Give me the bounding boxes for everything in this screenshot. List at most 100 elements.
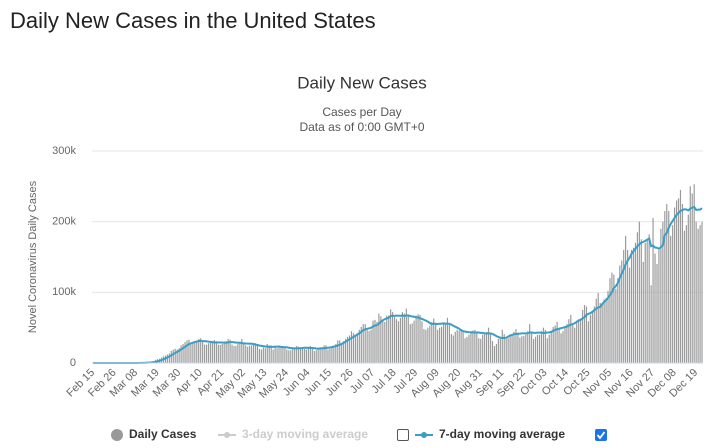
- bar: [247, 346, 249, 363]
- bar: [636, 232, 638, 363]
- bar: [534, 336, 537, 363]
- bar: [681, 204, 684, 363]
- bar: [497, 338, 499, 363]
- bar: [513, 331, 515, 363]
- bar: [619, 265, 621, 363]
- bar: [307, 348, 309, 363]
- bar: [564, 327, 566, 363]
- checkbox[interactable]: [397, 429, 409, 441]
- bar: [333, 345, 335, 363]
- bar: [628, 267, 631, 363]
- legend-label[interactable]: 7-day moving average: [439, 427, 565, 441]
- y-axis-title: Novel Coronavirus Daily Cases: [27, 180, 39, 333]
- bar: [229, 339, 231, 363]
- bar: [235, 345, 237, 363]
- bar: [578, 319, 580, 363]
- bar: [484, 334, 486, 363]
- bar: [207, 343, 210, 363]
- bar: [683, 230, 685, 363]
- bar: [525, 334, 527, 363]
- bar: [658, 249, 660, 363]
- bar: [331, 346, 333, 363]
- y-tick-label: 100k: [52, 286, 76, 298]
- bar: [699, 225, 701, 363]
- bar: [245, 345, 247, 363]
- legend-label[interactable]: 3-day moving average: [242, 427, 368, 441]
- bar: [231, 344, 233, 363]
- bar: [437, 329, 439, 363]
- bar: [258, 348, 261, 363]
- bar: [366, 329, 368, 363]
- bar: [215, 341, 217, 363]
- bar: [501, 329, 503, 363]
- bar: [687, 214, 689, 363]
- bar: [523, 336, 525, 363]
- bar: [272, 349, 274, 363]
- bar: [470, 331, 472, 363]
- bar: [527, 331, 529, 363]
- bar: [378, 313, 380, 363]
- bar: [580, 318, 582, 363]
- legend-symbol[interactable]: [111, 429, 123, 441]
- bar: [345, 338, 347, 363]
- bar: [529, 324, 531, 363]
- bar: [536, 334, 539, 363]
- bar: [560, 333, 562, 363]
- legend-symbol[interactable]: [421, 432, 427, 438]
- bar: [507, 338, 509, 363]
- bar: [270, 345, 272, 363]
- bar: [585, 306, 588, 363]
- bar: [615, 288, 617, 363]
- bar: [476, 331, 478, 363]
- bar: [489, 333, 492, 363]
- bar: [350, 331, 353, 363]
- bar: [256, 345, 259, 363]
- bar: [634, 242, 637, 363]
- bar: [503, 334, 505, 363]
- bar: [558, 327, 560, 363]
- bar: [419, 314, 421, 363]
- bar: [397, 321, 400, 363]
- bar: [194, 341, 196, 363]
- legend-symbol[interactable]: [224, 432, 230, 438]
- bar: [482, 334, 484, 363]
- checkbox-tick[interactable]: [596, 431, 606, 440]
- checkbox[interactable]: [595, 429, 607, 441]
- bar: [431, 322, 433, 363]
- bar: [480, 338, 482, 363]
- bar: [170, 350, 172, 363]
- bar: [209, 342, 212, 363]
- bar: [603, 299, 605, 363]
- bar: [609, 278, 611, 363]
- bar: [448, 324, 450, 363]
- bar: [511, 335, 513, 363]
- bar: [368, 331, 370, 363]
- bar: [317, 349, 319, 363]
- bar: [458, 330, 460, 363]
- bar: [456, 329, 458, 363]
- bar: [495, 343, 497, 363]
- bar: [301, 348, 304, 363]
- bar: [276, 348, 278, 363]
- bar: [166, 354, 168, 363]
- bar: [249, 345, 251, 363]
- bar: [264, 348, 266, 363]
- bar: [325, 345, 327, 363]
- bar: [413, 320, 415, 363]
- bar: [358, 329, 360, 363]
- bar: [656, 264, 658, 363]
- bar: [262, 347, 264, 363]
- bar: [399, 317, 402, 363]
- bar: [221, 343, 223, 363]
- bar: [202, 341, 204, 363]
- y-tick-label: 0: [70, 357, 76, 369]
- bar: [362, 324, 364, 363]
- bar: [685, 225, 687, 363]
- bar: [677, 198, 680, 363]
- bar: [309, 346, 311, 363]
- bar: [288, 350, 290, 363]
- bar: [650, 285, 652, 363]
- bar: [403, 313, 405, 363]
- legend-label[interactable]: Daily Cases: [129, 427, 197, 441]
